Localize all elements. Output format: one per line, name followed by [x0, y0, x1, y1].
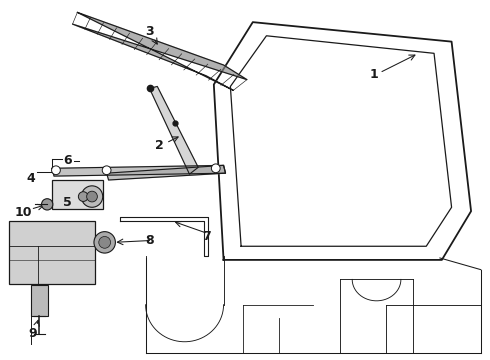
Text: 5: 5 — [63, 196, 72, 209]
Bar — [30, 285, 48, 316]
Bar — [9, 221, 95, 284]
Circle shape — [102, 166, 111, 175]
Circle shape — [87, 191, 98, 202]
Polygon shape — [107, 165, 225, 180]
Text: 1: 1 — [369, 68, 378, 81]
Polygon shape — [52, 165, 225, 176]
Circle shape — [42, 199, 53, 210]
Circle shape — [51, 166, 60, 175]
Circle shape — [81, 186, 103, 207]
Text: 2: 2 — [155, 139, 164, 152]
Text: 3: 3 — [145, 26, 154, 39]
Polygon shape — [149, 86, 198, 174]
Text: 10: 10 — [14, 206, 31, 219]
Bar — [52, 180, 103, 209]
Text: 9: 9 — [28, 328, 37, 341]
Polygon shape — [73, 12, 247, 90]
Circle shape — [99, 237, 111, 248]
Text: 7: 7 — [202, 230, 210, 243]
Circle shape — [211, 164, 220, 173]
Circle shape — [78, 192, 88, 202]
Text: 6: 6 — [63, 154, 72, 167]
Text: 4: 4 — [26, 172, 35, 185]
Circle shape — [94, 231, 116, 253]
Text: 8: 8 — [145, 234, 154, 247]
